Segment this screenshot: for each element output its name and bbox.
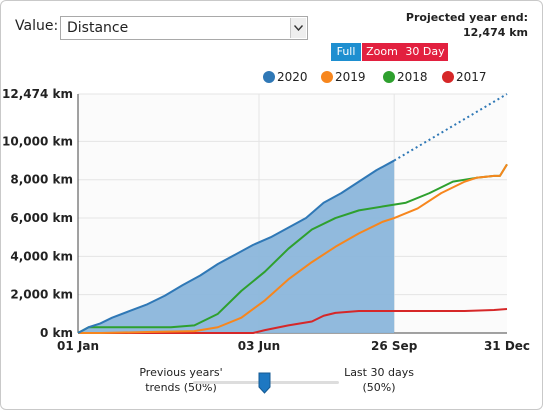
legend-label-2019: 2019 [335,70,366,84]
y-tick-label: 2,000 km [10,288,73,302]
legend-dot-2017 [442,71,454,83]
series-line-2020 [77,159,395,334]
slider-right-line1: Last 30 days [344,366,414,379]
slider-right-line2: (50%) [362,381,396,394]
legend-label-2017: 2017 [456,70,487,84]
x-tick-label: 01 Jan [57,339,99,353]
y-tick-label: 10,000 km [2,134,73,148]
legend-item-2019[interactable]: 2019 [321,70,366,84]
series-line-2019 [78,163,508,334]
legend-dot-2019 [321,71,333,83]
slider-left-label: Previous years' trends (50%) [133,365,229,395]
distance-chart: 0 km 2,000 km 4,000 km 6,000 km 8,000 km 10,0… [2,87,530,353]
legend-label-2018: 2018 [397,70,428,84]
legend-label-2020: 2020 [277,70,308,84]
y-tick-label: 0 km [40,326,73,340]
metric-select[interactable]: Distance [60,16,308,40]
x-tick-label: 26 Sep [371,339,418,353]
full-button[interactable]: Full [331,43,361,61]
value-label: Value: [15,18,59,34]
projection-value: 12,474 km [462,26,528,39]
y-tick-label: 4,000 km [10,249,73,263]
y-tick-label: 6,000 km [10,211,73,225]
x-tick-label: 31 Dec [484,339,530,353]
legend-dot-2018 [383,71,395,83]
legend-item-2018[interactable]: 2018 [383,70,428,84]
legend-dot-2020 [263,71,275,83]
legend-item-2020[interactable]: 2020 [263,70,308,84]
thirty-day-button[interactable]: 30 Day [402,43,448,61]
series-area-2020 [78,160,395,333]
series-line-2017 [78,308,508,334]
x-tick-label: 03 Jun [238,339,280,353]
trend-slider-handle[interactable] [258,372,271,394]
metric-select-value: Distance [67,20,129,36]
zoom-button[interactable]: Zoom [362,43,402,61]
projection-title: Projected year end: [405,11,528,24]
legend-item-2017[interactable]: 2017 [442,70,487,84]
slider-right-label: Last 30 days (50%) [337,365,421,395]
y-tick-label: 8,000 km [10,173,73,187]
chevron-down-icon[interactable] [290,18,306,38]
slider-left-line1: Previous years' [139,366,223,379]
series-line-2020-projection [393,93,508,162]
y-tick-label: 12,474 km [2,87,73,101]
slider-left-line2: trends (50%) [145,381,217,394]
